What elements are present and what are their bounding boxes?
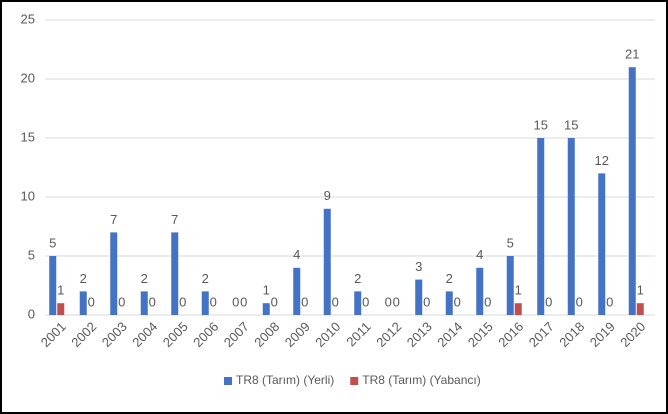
data-label: 0 (240, 294, 247, 309)
bar (514, 303, 522, 315)
bar (628, 67, 636, 315)
data-label: 0 (362, 294, 369, 309)
legend-label: TR8 (Tarım) (Yerli) (236, 373, 334, 387)
data-label: 9 (324, 188, 331, 203)
bar (49, 256, 57, 315)
legend-swatch (350, 377, 359, 385)
data-label: 1 (57, 283, 64, 298)
data-label: 2 (202, 271, 209, 286)
bar (171, 232, 179, 315)
bar (140, 291, 148, 315)
bar (201, 291, 209, 315)
bar (262, 303, 270, 315)
data-label: 7 (110, 212, 117, 227)
data-label: 0 (454, 294, 461, 309)
bar (445, 291, 453, 315)
data-label: 12 (595, 153, 609, 168)
bar (537, 138, 545, 315)
data-label: 21 (625, 47, 639, 62)
y-tick-label: 0 (28, 306, 35, 321)
data-label: 0 (301, 294, 308, 309)
data-label: 4 (476, 247, 483, 262)
bar (79, 291, 87, 315)
data-label: 0 (88, 294, 95, 309)
data-label: 15 (564, 117, 578, 132)
data-label: 0 (484, 294, 491, 309)
y-tick-label: 25 (21, 11, 35, 26)
data-label: 0 (393, 294, 400, 309)
bar (354, 291, 362, 315)
bar (293, 267, 301, 315)
data-label: 0 (332, 294, 339, 309)
bar (506, 256, 514, 315)
data-label: 0 (118, 294, 125, 309)
data-label: 0 (232, 294, 239, 309)
data-label: 0 (271, 294, 278, 309)
data-label: 0 (576, 294, 583, 309)
data-label: 1 (263, 283, 270, 298)
bar (323, 208, 331, 315)
bar (476, 267, 484, 315)
y-tick-label: 5 (28, 247, 35, 262)
data-label: 0 (149, 294, 156, 309)
y-tick-label: 15 (21, 129, 35, 144)
bar (57, 303, 65, 315)
y-tick-label: 10 (21, 188, 35, 203)
data-label: 5 (507, 235, 514, 250)
data-label: 7 (171, 212, 178, 227)
bar (110, 232, 118, 315)
bar (415, 279, 423, 315)
legend-swatch (224, 377, 232, 385)
data-label: 0 (545, 294, 552, 309)
bar (567, 138, 575, 315)
bar (636, 303, 644, 315)
data-label: 2 (446, 271, 453, 286)
data-label: 0 (423, 294, 430, 309)
data-label: 1 (637, 283, 644, 298)
data-label: 0 (210, 294, 217, 309)
data-label: 2 (354, 271, 361, 286)
legend-label: TR8 (Tarım) (Yabancı) (362, 373, 480, 387)
y-tick-label: 20 (21, 70, 35, 85)
bar (598, 173, 606, 315)
data-label: 0 (606, 294, 613, 309)
data-label: 2 (80, 271, 87, 286)
data-label: 1 (515, 283, 522, 298)
data-label: 15 (534, 117, 548, 132)
data-label: 4 (293, 247, 300, 262)
data-label: 0 (385, 294, 392, 309)
data-label: 2 (141, 271, 148, 286)
data-label: 3 (415, 259, 422, 274)
data-label: 5 (49, 235, 56, 250)
data-label: 0 (179, 294, 186, 309)
